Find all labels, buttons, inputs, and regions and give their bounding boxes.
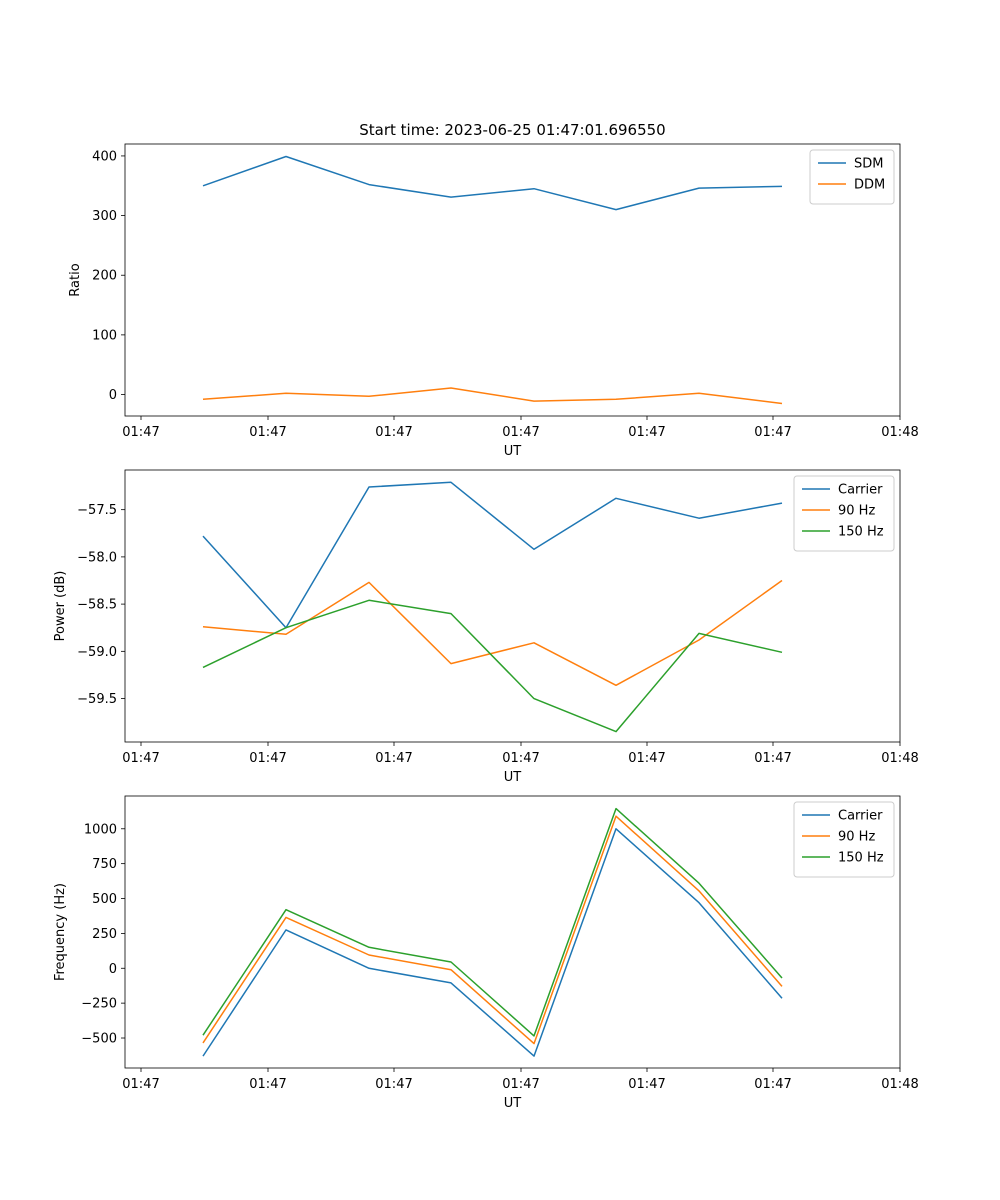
y-axis-label: Ratio xyxy=(68,263,83,296)
x-tick-label: 01:47 xyxy=(122,1077,159,1092)
x-tick-label: 01:47 xyxy=(628,1077,665,1092)
y-tick-label: 250 xyxy=(92,927,117,942)
legend-label: DDM xyxy=(854,178,885,193)
axes-frame xyxy=(124,469,901,743)
x-tick-label: 01:47 xyxy=(375,1077,412,1092)
series-line-3-3 xyxy=(202,807,783,1037)
x-tick-label: 01:47 xyxy=(249,751,286,766)
panel-3: 01:47 01:47 01:47 01:47 01:47 01:47 01:48 −500 −… xyxy=(53,795,919,1111)
x-axis-label: UT xyxy=(504,1096,522,1111)
x-tick-label: 01:47 xyxy=(502,751,539,766)
x-axis-label: UT xyxy=(504,444,522,459)
y-tick-label: 1000 xyxy=(84,822,117,837)
legend: Carrier 90 Hz 150 Hz xyxy=(793,801,895,878)
legend-box xyxy=(793,801,895,878)
legend-box xyxy=(793,475,895,552)
x-tick-label: 01:47 xyxy=(249,1077,286,1092)
figure-title: Start time: 2023-06-25 01:47:01.696550 xyxy=(359,121,665,139)
x-tick-label: 01:47 xyxy=(375,751,412,766)
y-tick-label: 0 xyxy=(109,962,117,977)
x-tick-label: 01:47 xyxy=(502,425,539,440)
x-tick-label: 01:48 xyxy=(881,1077,918,1092)
y-tick-label: −57.5 xyxy=(77,503,117,518)
x-tick-label: 01:47 xyxy=(754,751,791,766)
legend-label: 150 Hz xyxy=(838,851,884,866)
x-tick-label: 01:47 xyxy=(502,1077,539,1092)
series-line-2-2 xyxy=(202,579,783,687)
y-axis-label: Power (dB) xyxy=(53,571,68,642)
x-axis-label: UT xyxy=(504,770,522,785)
x-tick-label: 01:47 xyxy=(754,1077,791,1092)
legend-label: 150 Hz xyxy=(838,525,884,540)
y-tick-label: −500 xyxy=(81,1032,117,1047)
y-tick-label: 750 xyxy=(92,857,117,872)
legend: Carrier 90 Hz 150 Hz xyxy=(793,475,895,552)
panel-2: 01:47 01:47 01:47 01:47 01:47 01:47 01:48 −59.5… xyxy=(53,469,919,785)
y-tick-label: −59.5 xyxy=(77,692,117,707)
y-tick-label: −58.5 xyxy=(77,598,117,613)
x-tick-label: 01:47 xyxy=(628,425,665,440)
y-tick-label: 300 xyxy=(92,209,117,224)
y-tick-label: 500 xyxy=(92,892,117,907)
y-tick-label: −250 xyxy=(81,997,117,1012)
x-tick-label: 01:47 xyxy=(122,425,159,440)
legend-label: Carrier xyxy=(838,483,883,498)
x-tick-label: 01:47 xyxy=(754,425,791,440)
x-tick-label: 01:47 xyxy=(375,425,412,440)
x-tick-label: 01:48 xyxy=(881,425,918,440)
y-tick-label: 100 xyxy=(92,328,117,343)
y-axis-label: Frequency (Hz) xyxy=(53,883,68,981)
x-tick-label: 01:47 xyxy=(628,751,665,766)
series-line-3-1 xyxy=(202,828,783,1057)
series-line-1-1 xyxy=(202,155,783,211)
legend: SDM DDM xyxy=(809,149,895,205)
y-tick-label: 0 xyxy=(109,388,117,403)
y-tick-label: 200 xyxy=(92,269,117,284)
y-tick-label: −58.0 xyxy=(77,550,117,565)
legend-label: SDM xyxy=(854,157,883,172)
y-tick-label: −59.0 xyxy=(77,645,117,660)
axes-frame xyxy=(124,143,901,417)
axes-frame xyxy=(124,795,901,1069)
legend-label: Carrier xyxy=(838,809,883,824)
y-tick-label: 400 xyxy=(92,149,117,164)
series-line-1-2 xyxy=(202,387,783,405)
x-tick-label: 01:47 xyxy=(249,425,286,440)
panel-1: 01:47 01:47 01:47 01:47 01:47 01:47 01:48 0 100 2… xyxy=(68,143,919,459)
legend-label: 90 Hz xyxy=(838,830,875,845)
series-line-2-1 xyxy=(202,481,783,629)
x-tick-label: 01:48 xyxy=(881,751,918,766)
legend-label: 90 Hz xyxy=(838,504,875,519)
series-line-2-3 xyxy=(202,599,783,733)
x-tick-label: 01:47 xyxy=(122,751,159,766)
series-line-3-2 xyxy=(202,815,783,1045)
